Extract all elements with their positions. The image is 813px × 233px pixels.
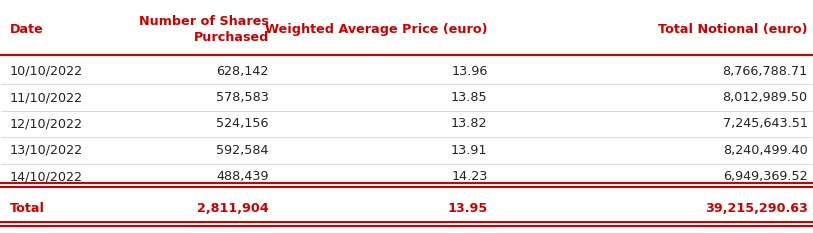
Text: 12/10/2022: 12/10/2022 bbox=[10, 117, 82, 130]
Text: 524,156: 524,156 bbox=[216, 117, 269, 130]
Text: 2,811,904: 2,811,904 bbox=[197, 202, 269, 215]
Text: 578,583: 578,583 bbox=[216, 91, 269, 104]
Text: 14/10/2022: 14/10/2022 bbox=[10, 170, 82, 183]
Text: 488,439: 488,439 bbox=[216, 170, 269, 183]
Text: Date: Date bbox=[10, 23, 43, 35]
Text: 6,949,369.52: 6,949,369.52 bbox=[723, 170, 807, 183]
Text: 628,142: 628,142 bbox=[216, 65, 269, 78]
Text: 13.96: 13.96 bbox=[451, 65, 488, 78]
Text: 13/10/2022: 13/10/2022 bbox=[10, 144, 83, 157]
Text: 11/10/2022: 11/10/2022 bbox=[10, 91, 83, 104]
Text: 7,245,643.51: 7,245,643.51 bbox=[723, 117, 807, 130]
Text: Weighted Average Price (euro): Weighted Average Price (euro) bbox=[265, 23, 488, 35]
Text: Number of Shares
Purchased: Number of Shares Purchased bbox=[139, 14, 269, 44]
Text: 592,584: 592,584 bbox=[216, 144, 269, 157]
Text: 8,240,499.40: 8,240,499.40 bbox=[723, 144, 807, 157]
Text: 8,012,989.50: 8,012,989.50 bbox=[723, 91, 807, 104]
Text: Total Notional (euro): Total Notional (euro) bbox=[658, 23, 807, 35]
Text: 13.82: 13.82 bbox=[451, 117, 488, 130]
Text: 10/10/2022: 10/10/2022 bbox=[10, 65, 83, 78]
Text: 13.91: 13.91 bbox=[451, 144, 488, 157]
Text: 39,215,290.63: 39,215,290.63 bbox=[705, 202, 807, 215]
Text: 13.85: 13.85 bbox=[451, 91, 488, 104]
Text: Total: Total bbox=[10, 202, 45, 215]
Text: 14.23: 14.23 bbox=[451, 170, 488, 183]
Text: 8,766,788.71: 8,766,788.71 bbox=[722, 65, 807, 78]
Text: 13.95: 13.95 bbox=[447, 202, 488, 215]
